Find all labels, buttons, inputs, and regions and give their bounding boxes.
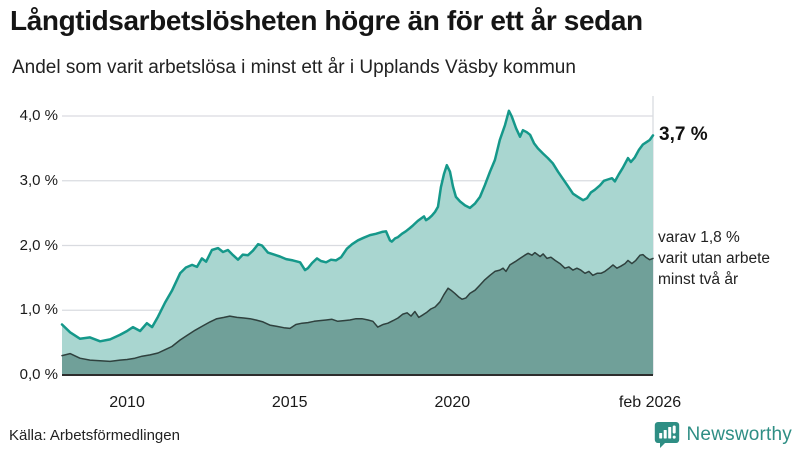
x-axis-tick-label: 2015 <box>271 394 308 411</box>
page-subtitle: Andel som varit arbetslösa i minst ett å… <box>12 57 576 78</box>
y-axis-tick-label: 0,0 % <box>19 366 58 383</box>
secondary-annotation: varav 1,8 % varit utan arbete minst två … <box>658 229 771 288</box>
series-two-year-area <box>62 252 653 375</box>
latest-value-label: 3,7 % <box>659 124 708 145</box>
y-axis-tick-label: 4,0 % <box>19 107 58 124</box>
x-axis-tick-label: 2020 <box>434 394 471 411</box>
newsworthy-wordmark: Newsworthy <box>686 424 792 445</box>
newsworthy-icon <box>654 422 679 448</box>
source-note: Källa: Arbetsförmedlingen <box>9 427 180 444</box>
series-two-year-line <box>61 251 654 363</box>
page-title: Långtidsarbetslösheten högre än för ett … <box>10 5 643 36</box>
x-axis-tick-label: 2010 <box>109 394 145 411</box>
y-axis-tick-label: 2,0 % <box>19 236 58 254</box>
series-one-year-line <box>60 109 655 343</box>
y-axis-tick-label: 3,0 % <box>19 171 58 189</box>
x-axis-tick-label: feb 2026 <box>618 394 682 411</box>
newsworthy-logo: Newsworthy <box>654 421 792 449</box>
y-axis-tick-label: 1,0 % <box>19 301 58 319</box>
